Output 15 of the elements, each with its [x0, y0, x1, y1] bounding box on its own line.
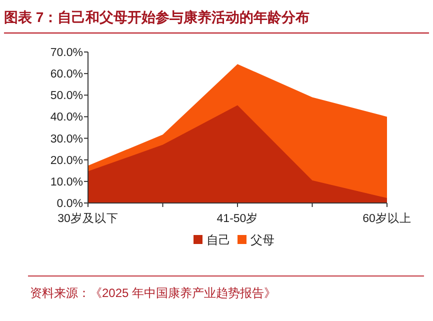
y-tick-label: 30.0% [50, 133, 83, 146]
y-tick-label: 40.0% [50, 112, 83, 124]
text: 资料来源：《2025 年中国康养产业趋势报告》 [30, 286, 276, 300]
legend-label: 父母 [250, 233, 274, 247]
x-tick-label: 60岁以上 [362, 212, 412, 225]
y-tick-label: 10.0% [50, 176, 83, 188]
y-tick-label: 50.0% [50, 90, 83, 102]
y-tick-label: 70.0% [50, 47, 83, 59]
y-tick-label: 0.0% [56, 198, 83, 210]
x-tick-label: 30岁及以下 [58, 212, 118, 225]
y-tick-label: 20.0% [50, 154, 83, 167]
y-tick-label: 60.0% [50, 68, 83, 81]
legend-label: 自己 [206, 233, 230, 247]
x-tick-label: 41-50岁 [216, 212, 258, 225]
chart-title: 图表 7：自己和父母开始参与康养活动的年龄分布 [4, 9, 310, 25]
